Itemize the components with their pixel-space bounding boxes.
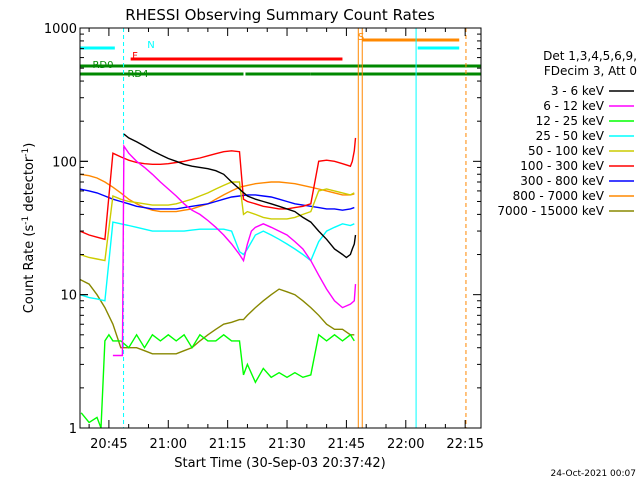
x-tick-label: 21:30 xyxy=(268,437,305,452)
y-tick-label: 10 xyxy=(60,289,77,304)
legend-label: 300 - 800 keV xyxy=(520,174,604,188)
legend-label: 25 - 50 keV xyxy=(536,129,605,143)
x-tick-label: 21:45 xyxy=(328,437,365,452)
x-axis: 20:45 21:00 21:15 21:30 21:45 22:00 22:15 xyxy=(88,28,484,452)
y-tick-label: 100 xyxy=(52,155,77,170)
legend-label: 3 - 6 keV xyxy=(551,84,605,98)
series-25-50-kev xyxy=(80,221,355,302)
y-tick-label: 1000 xyxy=(44,22,77,37)
flag-bars: NF S RD0 RD4 xyxy=(80,32,481,80)
y-tick-label: 1 xyxy=(69,422,77,437)
flag-label-rd4: RD4 xyxy=(127,69,148,80)
series-800-7000-kev xyxy=(80,173,355,213)
legend-label: 800 - 7000 keV xyxy=(513,189,605,203)
x-tick-label: 22:15 xyxy=(446,437,483,452)
x-tick-label: 20:45 xyxy=(90,437,127,452)
legend: Det 1,3,4,5,6,9,FDecim 3, Att 0 3 - 6 keV… xyxy=(497,49,637,218)
legend-header: FDecim 3, Att 0 xyxy=(544,64,637,78)
series-3-6-kev xyxy=(123,133,357,259)
series-100-300-kev xyxy=(80,137,357,241)
legend-label: 6 - 12 keV xyxy=(543,99,605,113)
x-tick-label: 22:00 xyxy=(387,437,424,452)
x-axis-label: Start Time (30-Sep-03 20:37:42) xyxy=(174,456,385,471)
flag-label-n: N xyxy=(147,40,154,51)
plot-frame xyxy=(79,27,482,429)
legend-label: 12 - 25 keV xyxy=(536,114,605,128)
plot-area xyxy=(80,133,357,428)
legend-label: 7000 - 15000 keV xyxy=(497,204,604,218)
series-lines xyxy=(80,133,357,428)
x-tick-label: 21:15 xyxy=(209,437,246,452)
legend-label: 100 - 300 keV xyxy=(520,159,604,173)
legend-header: Det 1,3,4,5,6,9, xyxy=(543,49,637,63)
series-12-25-kev xyxy=(80,333,355,428)
flag-label-s: S xyxy=(358,32,364,43)
chart-title: RHESSI Observing Summary Count Rates xyxy=(125,6,435,24)
legend-label: 50 - 100 keV xyxy=(528,144,605,158)
flag-label-f: F xyxy=(132,51,138,62)
flag-label-rd0: RD0 xyxy=(92,60,113,71)
series-7000-15000-kev xyxy=(80,278,355,355)
x-tick-label: 21:00 xyxy=(150,437,187,452)
y-axis-label: Count Rate (s-1 detector-1) xyxy=(21,143,37,314)
y-axis: 1 10 100 1000 xyxy=(44,22,481,437)
series-50-100-kev xyxy=(80,181,355,262)
series-6-12-kev xyxy=(112,143,357,357)
vertical-markers xyxy=(123,28,467,428)
timestamp: 24-Oct-2021 00:07 xyxy=(551,469,636,479)
